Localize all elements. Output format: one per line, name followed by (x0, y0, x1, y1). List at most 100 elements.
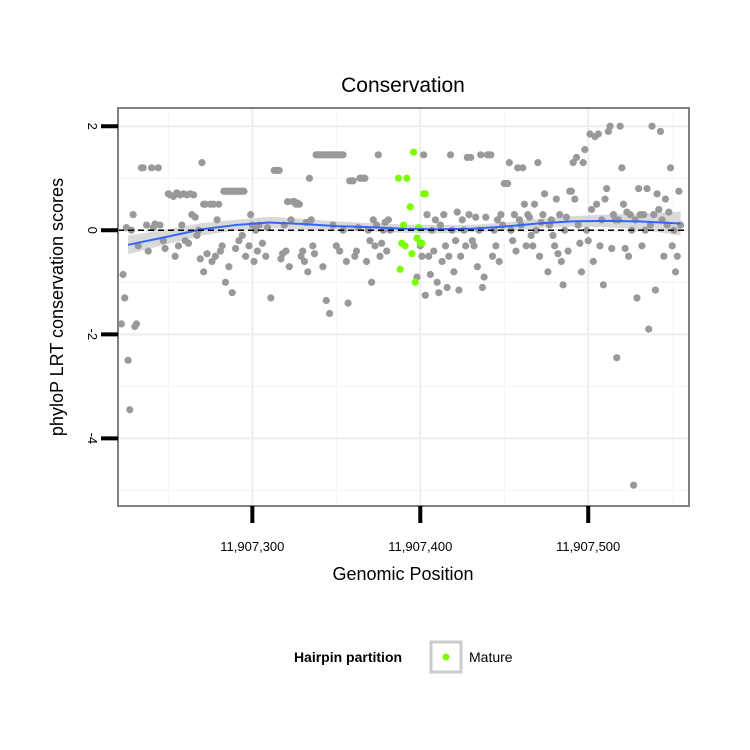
other-point (433, 278, 441, 286)
other-point (435, 289, 443, 297)
other-point (465, 211, 473, 219)
other-point (253, 247, 261, 255)
other-point (425, 252, 433, 260)
other-point (603, 185, 611, 193)
other-point (619, 200, 628, 208)
other-point (262, 252, 270, 260)
other-point (653, 190, 661, 198)
other-point (629, 481, 638, 489)
other-point (275, 166, 283, 175)
other-point (651, 286, 660, 294)
other-point (450, 268, 458, 276)
other-point (509, 237, 517, 245)
other-point (522, 242, 530, 250)
other-point (339, 151, 347, 159)
other-point (451, 237, 460, 245)
other-point (322, 296, 330, 305)
other-point (240, 187, 248, 195)
other-point (376, 252, 384, 260)
other-point (235, 237, 243, 245)
other-point (374, 151, 382, 159)
y-tick-label: -4 (85, 433, 100, 445)
other-point (594, 130, 602, 138)
other-point (300, 257, 309, 266)
other-point (203, 250, 211, 258)
other-point (458, 216, 466, 224)
other-point (361, 174, 369, 182)
other-point (362, 257, 371, 266)
other-point (564, 247, 572, 255)
other-point (378, 239, 386, 247)
other-point (527, 231, 535, 240)
y-tick-label: 0 (85, 227, 100, 234)
other-point (492, 242, 500, 250)
other-point (638, 242, 646, 250)
other-point (445, 252, 453, 260)
mature-point (408, 250, 416, 258)
plot-panel-border (117, 107, 690, 507)
other-point (510, 211, 518, 219)
other-point (633, 294, 641, 302)
other-point (582, 226, 591, 234)
other-point (665, 208, 673, 216)
other-point (211, 252, 220, 260)
other-point (519, 164, 527, 172)
other-point (142, 221, 151, 229)
other-point (593, 200, 601, 208)
axis-ticks: 11,907,300 11,907,400 11,907,500 -4 -2 0 2 (85, 123, 620, 554)
other-point (624, 252, 633, 260)
x-tick-label: 11,907,400 (388, 539, 452, 554)
x-tick-label: 11,907,300 (220, 539, 284, 554)
other-point (495, 257, 503, 266)
other-point (440, 211, 448, 219)
other-point (310, 250, 319, 258)
other-point (258, 239, 267, 247)
other-point (534, 159, 542, 167)
smooth-line (127, 219, 681, 246)
other-point (606, 122, 614, 130)
other-point (418, 252, 426, 260)
other-point (191, 213, 199, 221)
other-point (480, 273, 488, 281)
other-point (455, 286, 463, 294)
other-point (671, 268, 680, 276)
other-point (561, 226, 569, 234)
other-point (587, 205, 596, 214)
other-point (210, 200, 218, 208)
other-point (161, 244, 169, 253)
other-point (655, 205, 663, 214)
other-point (532, 226, 540, 234)
other-point (640, 211, 648, 219)
other-point (215, 200, 223, 208)
y-tick-label: 2 (85, 123, 100, 130)
other-point (567, 187, 576, 195)
other-point (189, 191, 198, 199)
scatter-points (117, 122, 685, 489)
other-point (650, 211, 658, 219)
other-point (147, 164, 156, 172)
other-point (540, 190, 549, 198)
other-point (535, 252, 544, 260)
other-point (569, 159, 577, 167)
other-point (574, 221, 582, 229)
other-point (487, 151, 495, 159)
other-point (344, 299, 352, 307)
other-point (299, 247, 307, 255)
y-tick-label: -2 (85, 329, 100, 341)
other-point (156, 221, 164, 229)
other-point (562, 213, 571, 221)
other-point (661, 195, 670, 203)
other-point (144, 247, 152, 255)
other-point (319, 263, 327, 271)
other-point (238, 231, 246, 240)
mature-point (394, 174, 403, 182)
other-point (446, 151, 455, 159)
other-point (554, 250, 562, 258)
other-point (352, 247, 361, 255)
other-point (675, 187, 683, 195)
legend-key-mature-point (442, 653, 450, 661)
other-point (438, 257, 446, 266)
other-point (139, 164, 147, 172)
